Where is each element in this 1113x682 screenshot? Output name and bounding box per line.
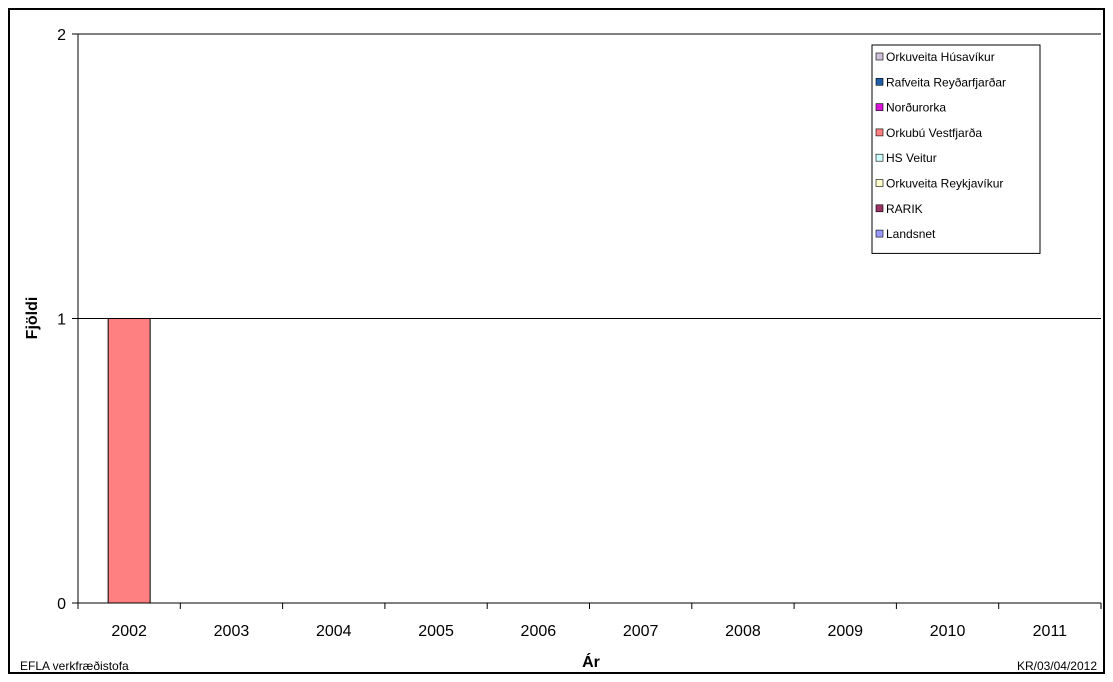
x-axis-title: Ár [582,652,600,671]
x-tick-labels: 2002 2003 2004 2005 2006 2007 2008 2009 2010 2011 [111,623,1067,640]
x-tick-label: 2002 [111,623,147,640]
legend-swatch [875,52,884,61]
y-axis-title: Fjöldi [24,297,41,340]
x-tick-label: 2011 [1033,623,1068,640]
legend-label: Orkuveita Húsavíkur [886,50,995,64]
bar [107,318,151,604]
x-tick-label: 2008 [725,623,761,640]
gridlines [78,33,1101,319]
legend-label: Orkuveita Reykjavíkur [886,177,1003,191]
legend-label: Orkubú Vestfjarða [886,126,982,140]
x-tick-label: 2004 [316,623,352,640]
y-tick-label: 2 [57,27,66,44]
legend-swatch [875,179,884,187]
x-tick-label: 2006 [521,623,557,640]
legend-label: Landsnet [886,227,936,241]
legend-label: RARIK [886,202,923,216]
x-tick-label: 2010 [930,623,966,640]
legend: Orkuveita Húsavíkur Rafveita Reyðarfjarða… [871,44,1041,254]
bars [107,318,151,604]
x-tick-label: 2007 [623,623,659,640]
y-tick-label: 0 [57,596,66,613]
legend-swatch [875,78,884,86]
legend-swatch [875,204,884,213]
legend-swatch [875,103,884,111]
legend-swatch [875,229,884,238]
footer-company: EFLA verkfræðistofa [20,659,129,673]
legend-swatch [875,153,884,162]
y-tick-labels: 0 1 2 [57,27,66,613]
footer-date: KR/03/04/2012 [1017,659,1097,673]
legend-label: HS Veitur [886,151,937,165]
x-tick-label: 2005 [418,623,454,640]
legend-label: Rafveita Reyðarfjarðar [886,75,1006,89]
legend-swatch [875,128,884,137]
x-tick-label: 2009 [827,623,863,640]
legend-box [871,44,1041,254]
y-tick-label: 1 [57,312,66,329]
axes [72,33,1102,609]
legend-label: Norðurorka [886,101,946,115]
x-tick-label: 2003 [214,623,250,640]
